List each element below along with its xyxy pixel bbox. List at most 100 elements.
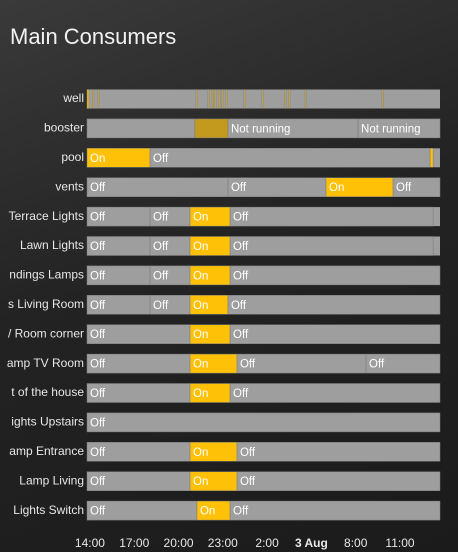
segment-label: Off (153, 241, 169, 253)
row-label: t of the house (11, 385, 84, 399)
state-segment (207, 89, 210, 109)
row-label: well (62, 91, 84, 105)
state-segment (429, 148, 434, 168)
row-label: / Room corner (8, 326, 84, 340)
row-label: pool (61, 150, 84, 164)
row-label: ndings Lamps (9, 268, 84, 282)
segment-label: Off (90, 476, 106, 488)
state-segment (86, 118, 196, 139)
segment-label: Off (90, 241, 106, 253)
segment-label: Off (231, 300, 247, 312)
segment-label: Off (233, 270, 249, 282)
card-title: Main Consumers (10, 24, 176, 49)
state-segment (261, 89, 264, 109)
state-segment (211, 89, 214, 109)
row-label: Lights Switch (13, 503, 84, 517)
segment-label: Off (153, 270, 169, 282)
segment-label: On (193, 300, 208, 312)
segment-label: Off (90, 417, 106, 429)
segment-label: Off (90, 388, 106, 400)
segment-label: Off (233, 388, 249, 400)
state-segment (288, 89, 291, 109)
state-segment (284, 89, 287, 109)
x-tick-label: 23:00 (208, 536, 238, 550)
segment-label: On (193, 359, 208, 371)
state-segment (236, 353, 367, 374)
x-tick-label: 17:00 (119, 536, 149, 550)
state-segment (243, 89, 246, 109)
segment-label: On (193, 329, 208, 341)
segment-label: Off (233, 241, 249, 253)
state-segment (92, 89, 95, 109)
state-segment (194, 118, 229, 139)
state-segment (357, 118, 441, 139)
segment-label: On (193, 476, 208, 488)
state-segment (195, 89, 198, 109)
state-segment (229, 236, 434, 256)
segment-label: Off (90, 329, 106, 341)
state-segment (304, 89, 307, 109)
state-segment (392, 177, 441, 197)
x-tick-label: 20:00 (164, 536, 194, 550)
state-segment (229, 265, 441, 286)
row-label: booster (44, 121, 84, 135)
segment-label: Off (90, 447, 106, 459)
x-tick-label: 2:00 (255, 536, 279, 550)
state-segment (225, 89, 228, 109)
state-segment (381, 89, 384, 109)
segment-label: On (193, 388, 208, 400)
segment-label: On (200, 506, 215, 518)
x-tick-label: 3 Aug (295, 536, 328, 550)
state-segment (229, 383, 441, 403)
segment-label: Off (233, 506, 249, 518)
segment-label: On (90, 153, 105, 165)
state-segment (236, 442, 441, 462)
row-label: amp Entrance (9, 444, 84, 458)
segment-label: Off (153, 153, 169, 165)
row-label: ights Upstairs (11, 415, 84, 429)
segment-label: Off (90, 182, 106, 194)
segment-label: On (193, 270, 208, 282)
segment-label: Off (240, 359, 256, 371)
x-tick-label: 11:00 (385, 536, 414, 550)
segment-label: Not running (231, 123, 290, 135)
state-segment (86, 177, 229, 197)
segment-label: Off (396, 182, 412, 194)
state-segment (227, 295, 441, 315)
x-tick-label: 8:00 (344, 536, 368, 550)
state-segment (97, 89, 100, 109)
segment-label: Off (233, 329, 249, 341)
segment-label: On (193, 447, 208, 459)
state-segment (218, 89, 221, 109)
state-segment (86, 412, 441, 433)
state-segment (236, 471, 441, 491)
state-segment (365, 353, 441, 374)
state-segment (149, 148, 431, 168)
segment-label: Off (231, 182, 247, 194)
segment-label: On (193, 241, 208, 253)
segment-label: Off (153, 300, 169, 312)
row-label: amp TV Room (7, 356, 84, 370)
segment-label: On (193, 212, 208, 224)
row-label: Terrace Lights (9, 209, 84, 223)
segment-label: Off (233, 212, 249, 224)
x-tick-label: 14:00 (75, 536, 105, 550)
segment-label: Off (369, 359, 385, 371)
row-label: vents (55, 179, 84, 193)
row-label: Lawn Lights (20, 238, 84, 252)
segment-label: Off (153, 212, 169, 224)
segment-label: Off (240, 476, 256, 488)
segment-label: Not running (361, 123, 420, 135)
state-segment (221, 89, 224, 109)
segment-label: Off (90, 359, 106, 371)
segment-label: Off (90, 506, 106, 518)
row-label: s Living Room (8, 297, 84, 311)
segment-label: Off (240, 447, 256, 459)
segment-label: Off (90, 300, 106, 312)
row-label: Lamp Living (19, 473, 84, 487)
row-background (87, 89, 440, 109)
state-segment (229, 324, 441, 344)
state-segment (86, 89, 90, 109)
state-segment (229, 500, 441, 521)
